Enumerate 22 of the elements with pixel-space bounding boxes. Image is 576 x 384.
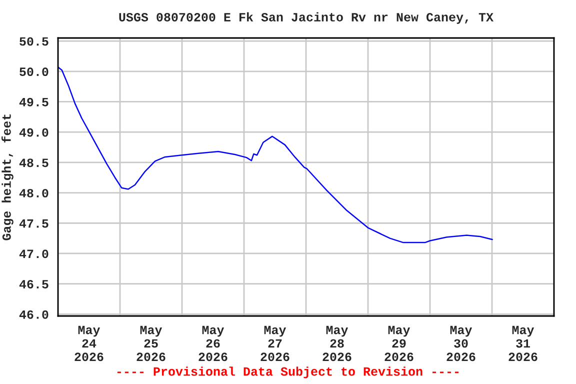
x-tick-label: May 31 2026 <box>508 326 538 362</box>
x-tick-label: May 24 2026 <box>74 326 104 362</box>
x-tick-label: May 29 2026 <box>384 326 414 362</box>
y-tick-label: 47.5 <box>19 219 48 228</box>
text: ---- Provisional Data Subject to Revision ---- <box>117 366 459 378</box>
y-tick-label: 48.0 <box>19 188 48 198</box>
line-series <box>58 66 493 244</box>
y-tick-label: 47.0 <box>19 250 48 258</box>
y-tick-label: 49.0 <box>19 128 48 137</box>
y-tick-label: 46.0 <box>19 310 48 319</box>
x-tick-label: May 25 2026 <box>136 326 166 362</box>
x-tick-label: May 26 2026 <box>198 326 228 362</box>
chart-title: USGS 08070200 E Fk San Jacinto Rv nr New Caney, TX <box>119 12 494 24</box>
y-tick-label: 46.5 <box>19 280 48 288</box>
y-tick-label: 50.0 <box>20 68 48 76</box>
y-tick-label: 48.5 <box>19 158 48 168</box>
y-tick-label: 49.5 <box>19 98 48 106</box>
x-tick-label: May 27 2026 <box>260 326 290 362</box>
x-tick-label: May 28 2026 <box>322 326 352 362</box>
x-tick-label: May 30 2026 <box>446 326 476 362</box>
y-tick-label: 50.5 <box>20 37 48 46</box>
y-axis-title: Gage height, feet <box>2 114 14 240</box>
